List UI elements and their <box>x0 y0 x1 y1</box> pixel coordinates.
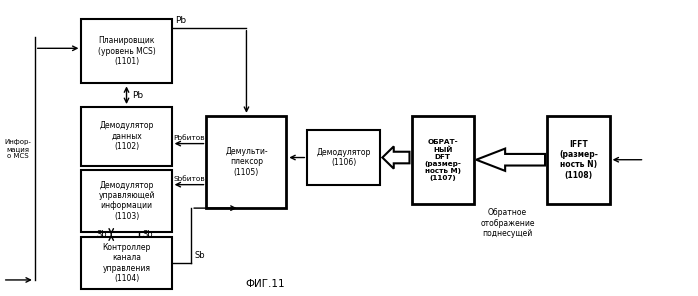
Text: Демодулятор
управляющей
информации
(1103): Демодулятор управляющей информации (1103… <box>98 181 155 221</box>
FancyBboxPatch shape <box>82 170 172 231</box>
Text: Демульти-
плексор
(1105): Демульти- плексор (1105) <box>225 147 268 177</box>
FancyBboxPatch shape <box>547 116 610 204</box>
Text: Sbбитов: Sbбитов <box>173 176 205 182</box>
Text: Pb: Pb <box>175 16 186 25</box>
Text: ОБРАТ-
НЫЙ
DFT
(размер-
ность М)
(1107): ОБРАТ- НЫЙ DFT (размер- ность М) (1107) <box>424 139 461 181</box>
Text: Планировщик
(уровень MCS)
(1101): Планировщик (уровень MCS) (1101) <box>98 36 156 66</box>
FancyBboxPatch shape <box>82 237 172 289</box>
FancyBboxPatch shape <box>82 19 172 83</box>
Text: Демодулятор
данных
(1102): Демодулятор данных (1102) <box>99 121 154 151</box>
Text: Инфор-
мация
о MCS: Инфор- мация о MCS <box>5 139 31 160</box>
Text: Sb: Sb <box>142 230 153 239</box>
FancyBboxPatch shape <box>307 131 380 185</box>
Text: IFFT
(размер-
ность N)
(1108): IFFT (размер- ность N) (1108) <box>559 140 598 180</box>
Text: Демодулятор
(1106): Демодулятор (1106) <box>317 148 371 167</box>
Text: Контроллер
канала
управления
(1104): Контроллер канала управления (1104) <box>103 243 151 283</box>
Text: Sb: Sb <box>97 230 107 239</box>
Text: Pbбитов: Pbбитов <box>173 135 205 141</box>
Polygon shape <box>383 147 410 169</box>
FancyBboxPatch shape <box>207 116 286 208</box>
FancyBboxPatch shape <box>82 107 172 165</box>
Text: ФИГ.11: ФИГ.11 <box>246 279 285 289</box>
Polygon shape <box>476 149 545 171</box>
Text: Pb: Pb <box>132 91 143 100</box>
Text: Sb: Sb <box>195 251 205 260</box>
Text: Обратное
отображение
поднесущей: Обратное отображение поднесущей <box>480 208 535 238</box>
FancyBboxPatch shape <box>412 116 474 204</box>
